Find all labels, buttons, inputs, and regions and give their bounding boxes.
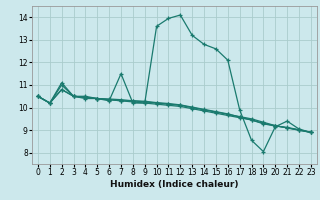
- X-axis label: Humidex (Indice chaleur): Humidex (Indice chaleur): [110, 180, 239, 189]
